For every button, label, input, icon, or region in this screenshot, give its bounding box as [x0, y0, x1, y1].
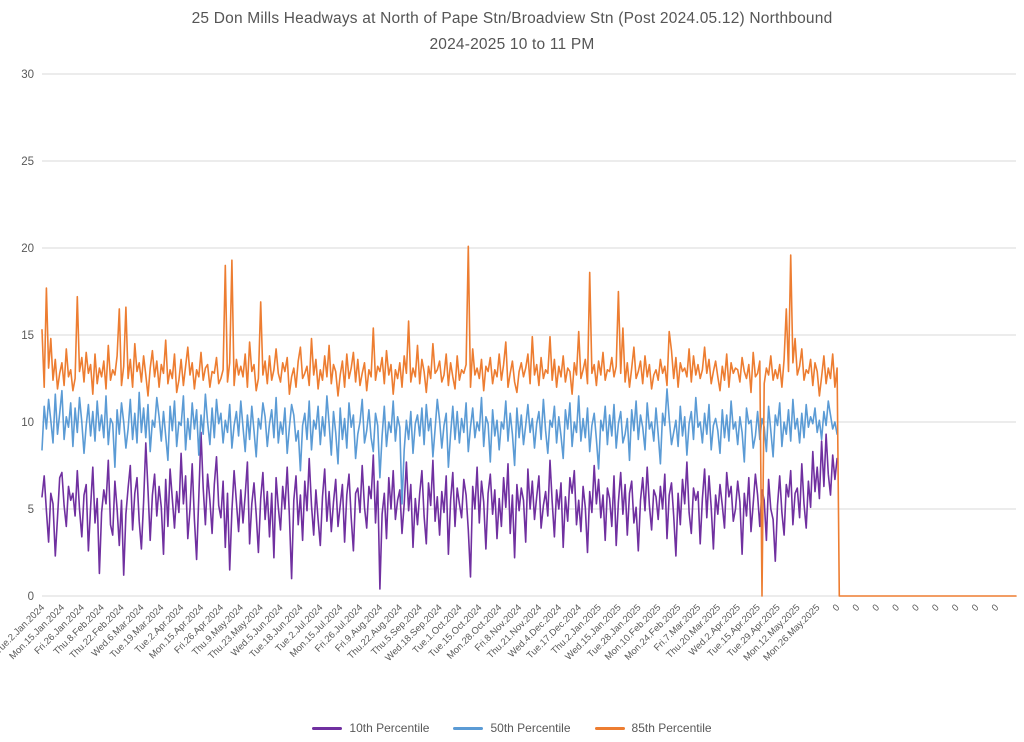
svg-text:0: 0 — [970, 602, 982, 614]
svg-text:0: 0 — [28, 591, 34, 603]
svg-text:0: 0 — [851, 602, 863, 614]
legend-label: 50th Percentile — [490, 721, 571, 735]
legend-label: 10th Percentile — [349, 721, 430, 735]
chart-title: 25 Don Mills Headways at North of Pape S… — [0, 6, 1024, 58]
legend-line-swatch-orange — [594, 726, 625, 730]
legend: 10th Percentile 50th Percentile 85th Per… — [0, 721, 1024, 735]
svg-text:0: 0 — [831, 602, 843, 614]
svg-text:0: 0 — [930, 602, 942, 614]
svg-text:5: 5 — [28, 504, 34, 516]
svg-text:0: 0 — [910, 602, 922, 614]
svg-text:30: 30 — [21, 69, 34, 81]
svg-text:20: 20 — [21, 243, 34, 255]
svg-text:0: 0 — [870, 602, 882, 614]
chart-title-line1: 25 Don Mills Headways at North of Pape S… — [191, 10, 833, 27]
svg-text:10: 10 — [21, 417, 34, 429]
legend-item-50th-percentile: 50th Percentile — [453, 721, 571, 735]
svg-text:0: 0 — [990, 602, 1002, 614]
svg-text:25: 25 — [21, 156, 34, 168]
svg-text:0: 0 — [890, 602, 902, 614]
legend-item-10th-percentile: 10th Percentile — [312, 721, 429, 735]
legend-line-swatch-blue — [453, 726, 484, 730]
legend-item-85th-percentile: 85th Percentile — [594, 721, 712, 735]
svg-text:15: 15 — [21, 330, 34, 342]
svg-text:0: 0 — [950, 602, 962, 614]
legend-line-swatch-purple — [312, 726, 343, 730]
legend-label: 85th Percentile — [631, 721, 712, 735]
chart-title-line2: 2024-2025 10 to 11 PM — [429, 36, 595, 53]
